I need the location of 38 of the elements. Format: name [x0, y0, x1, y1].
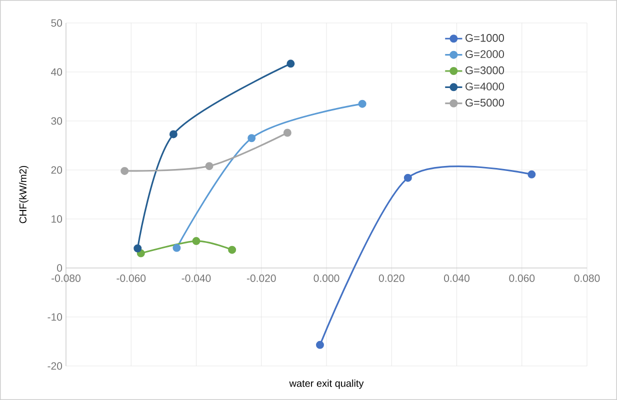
legend-label: G=1000 — [466, 34, 504, 42]
y-tick-label: 40 — [51, 68, 62, 76]
y-tick-label: 30 — [51, 117, 62, 125]
x-tick-label: 0.020 — [378, 274, 404, 282]
y-axis-title: CHF(kW/m2) — [19, 166, 28, 224]
x-tick-label: -0.080 — [52, 274, 80, 282]
legend-label: G=5000 — [466, 98, 504, 107]
legend-label: G=2000 — [466, 50, 504, 58]
point — [172, 244, 181, 252]
x-tick-label: 0.000 — [314, 274, 340, 282]
y-tick-label: -20 — [48, 362, 62, 370]
x-axis-title: water exit quality — [289, 380, 364, 389]
point — [120, 166, 129, 175]
x-tick-label: -0.060 — [116, 274, 146, 282]
y-tick-label: 50 — [51, 19, 62, 27]
legend-label: G=3000 — [466, 66, 504, 74]
y-tick-label: 20 — [51, 166, 62, 174]
point — [192, 237, 200, 246]
y-tick-label: -10 — [48, 313, 62, 321]
y-tick-label: 10 — [52, 215, 62, 223]
y-tick-label: 0 — [57, 264, 62, 272]
x-tick-label: -0.020 — [246, 274, 276, 282]
x-tick-label: -0.040 — [182, 274, 211, 282]
legend-label: G=4000 — [466, 82, 504, 90]
point — [134, 244, 142, 252]
point — [528, 170, 536, 178]
x-tick-label: 0.080 — [574, 274, 600, 282]
point — [205, 162, 214, 170]
point — [404, 174, 412, 182]
point — [286, 60, 295, 68]
point — [248, 134, 256, 142]
x-tick-label: 0.040 — [444, 274, 470, 282]
point — [228, 246, 236, 254]
point — [358, 100, 366, 108]
point — [169, 130, 178, 138]
point — [316, 340, 324, 349]
x-tick-label: 0.060 — [509, 274, 535, 282]
point — [283, 128, 292, 137]
